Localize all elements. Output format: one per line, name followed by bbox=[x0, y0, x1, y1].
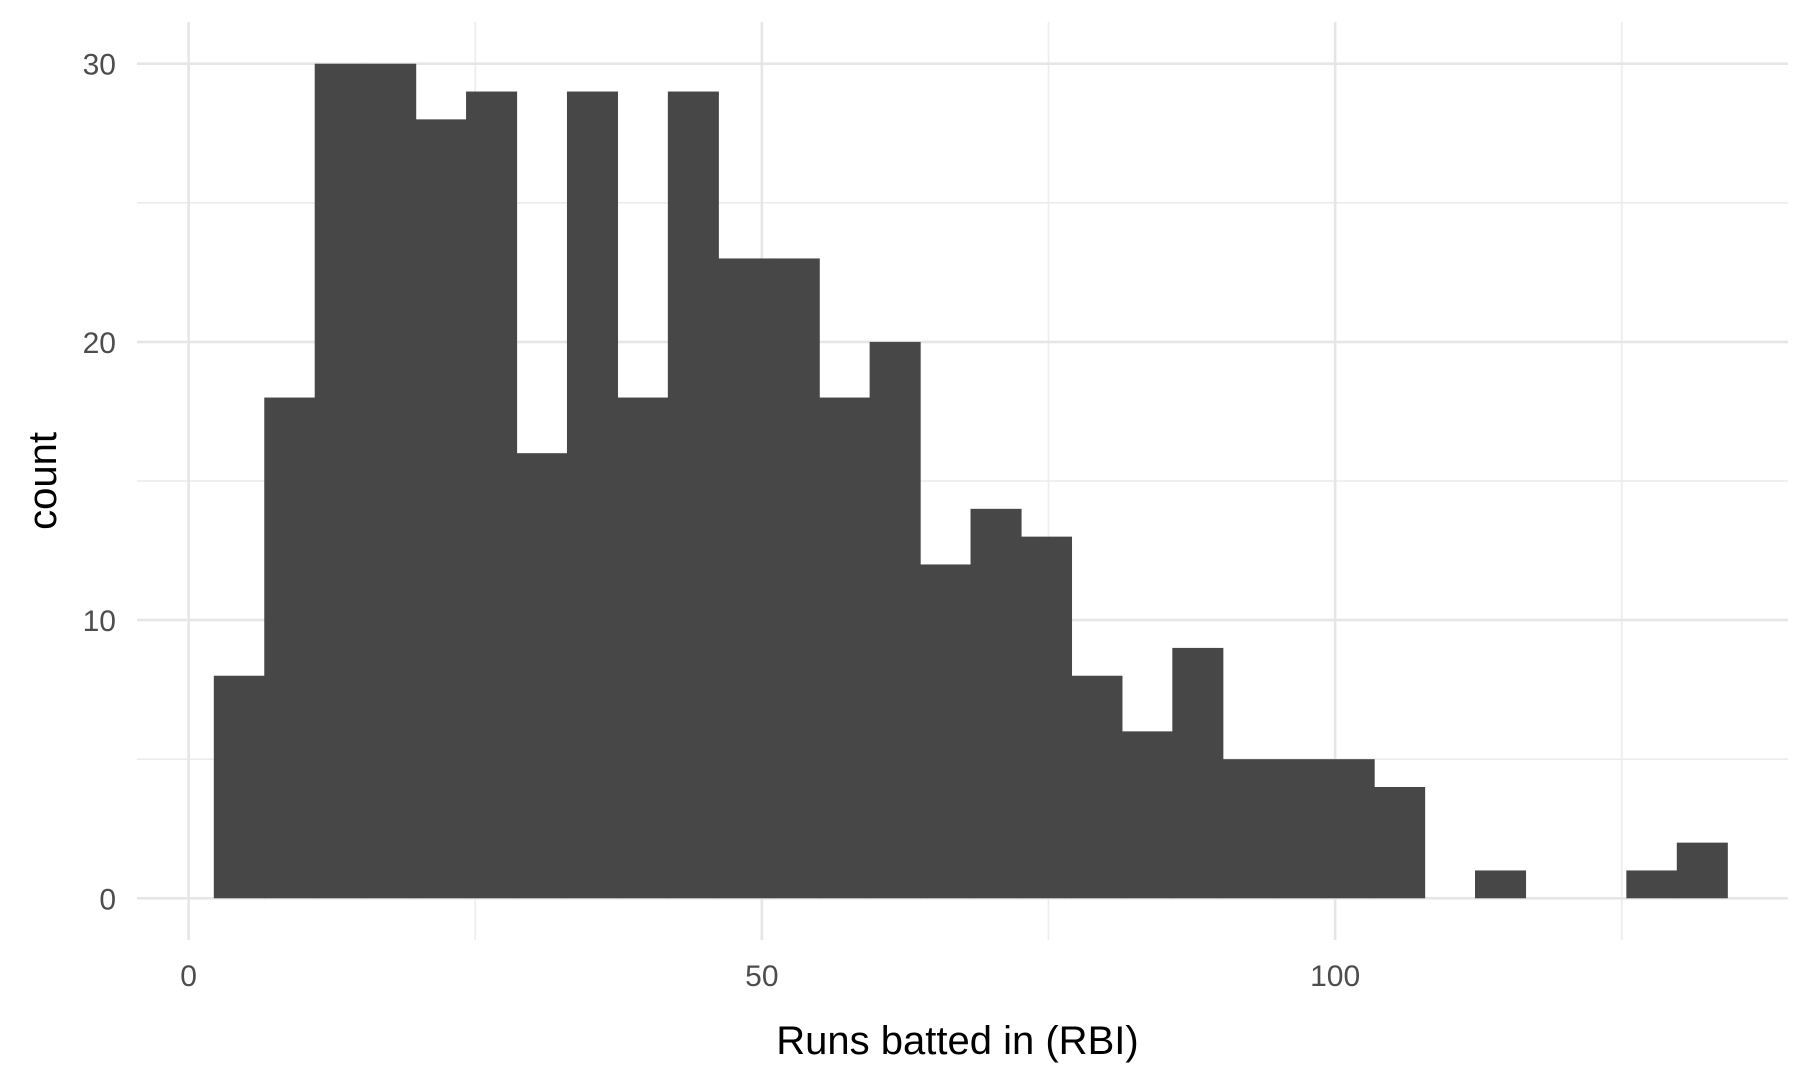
histogram-bar bbox=[314, 63, 366, 899]
histogram-bar bbox=[1172, 647, 1224, 899]
histogram-bar bbox=[415, 119, 467, 899]
histogram-bar bbox=[213, 675, 265, 899]
y-tick-label: 10 bbox=[83, 605, 116, 638]
histogram-bar bbox=[1020, 536, 1073, 899]
y-tick-label: 20 bbox=[83, 327, 116, 360]
x-axis-tick-labels: 0 50 100 bbox=[180, 960, 1360, 993]
histogram-bar bbox=[1374, 787, 1426, 899]
y-tick-label: 30 bbox=[83, 49, 116, 82]
histogram-bar bbox=[920, 564, 972, 899]
histogram-bar bbox=[1626, 870, 1678, 899]
histogram-bar bbox=[1676, 842, 1728, 899]
y-tick-label: 0 bbox=[99, 883, 116, 916]
histogram-bar bbox=[970, 508, 1022, 899]
histogram-bar bbox=[516, 453, 568, 899]
histogram-bar bbox=[617, 397, 669, 899]
x-tick-label: 0 bbox=[180, 960, 197, 993]
histogram-bar bbox=[667, 91, 719, 899]
x-tick-label: 100 bbox=[1310, 960, 1360, 993]
histogram-bar bbox=[768, 258, 820, 899]
histogram-bar bbox=[718, 258, 770, 899]
y-axis-tick-labels: 0 10 20 30 bbox=[83, 49, 116, 917]
histogram-bar bbox=[1474, 870, 1527, 899]
histogram-bar bbox=[1121, 731, 1173, 899]
histogram-bars bbox=[213, 63, 1728, 899]
histogram-bar bbox=[1222, 759, 1274, 899]
histogram-bar bbox=[869, 341, 921, 899]
histogram-bar bbox=[365, 63, 417, 899]
x-axis-title: Runs batted in (RBI) bbox=[776, 1019, 1138, 1063]
histogram-bar bbox=[819, 397, 871, 899]
histogram-bar bbox=[1071, 675, 1123, 899]
histogram-bar bbox=[1323, 759, 1375, 899]
y-axis-title: count bbox=[21, 432, 65, 530]
histogram-bar bbox=[566, 91, 618, 899]
histogram-bar bbox=[264, 397, 316, 899]
histogram-bar bbox=[1273, 759, 1325, 899]
x-tick-label: 50 bbox=[745, 960, 778, 993]
histogram-bar bbox=[466, 91, 518, 899]
